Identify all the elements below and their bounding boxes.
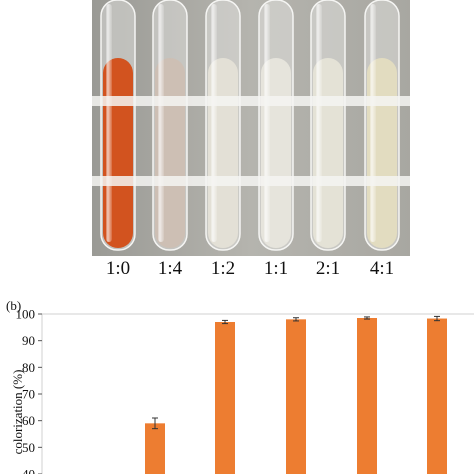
tube-label: 4:1 — [369, 258, 395, 279]
photo-background — [92, 0, 410, 256]
tube-highlight — [264, 4, 270, 242]
bar — [357, 318, 377, 474]
tube-label: 2:1 — [315, 258, 341, 279]
rack-bar-top — [92, 96, 410, 106]
tube-label: 1:2 — [210, 258, 236, 279]
y-tick-label: 40 — [22, 467, 35, 474]
y-tick-label: 80 — [22, 360, 35, 375]
y-tick-group: 40 50 60 70 80 90 100 — [16, 307, 42, 474]
y-tick-label: 70 — [22, 387, 35, 402]
tube-highlight — [106, 4, 112, 242]
tube-highlight — [211, 4, 217, 242]
bar-group — [145, 315, 447, 474]
y-tick-label: 90 — [22, 333, 35, 348]
plot-area — [41, 313, 474, 474]
y-tick-label: 60 — [22, 413, 35, 428]
test-tube-photo — [92, 0, 410, 256]
decolorization-bar-chart: 40 50 60 70 80 90 100 — [16, 307, 474, 474]
y-tick-label: 50 — [22, 440, 35, 455]
bar — [286, 319, 306, 474]
tube-label: 1:0 — [105, 258, 131, 279]
tube-label: 1:4 — [157, 258, 183, 279]
rack-bar-bottom — [92, 176, 410, 186]
tube-labels: 1:0 1:4 1:2 1:1 2:1 4:1 — [0, 258, 474, 288]
panel-label: (b) — [6, 298, 22, 313]
tube-label: 1:1 — [263, 258, 289, 279]
tube-highlight — [158, 4, 164, 242]
tube-highlight — [370, 4, 376, 242]
bar — [427, 318, 447, 474]
y-tick-label: 100 — [16, 307, 36, 322]
bar — [145, 423, 165, 474]
tube-group — [100, 0, 400, 251]
tube-highlight — [316, 4, 322, 242]
bar — [215, 322, 235, 474]
